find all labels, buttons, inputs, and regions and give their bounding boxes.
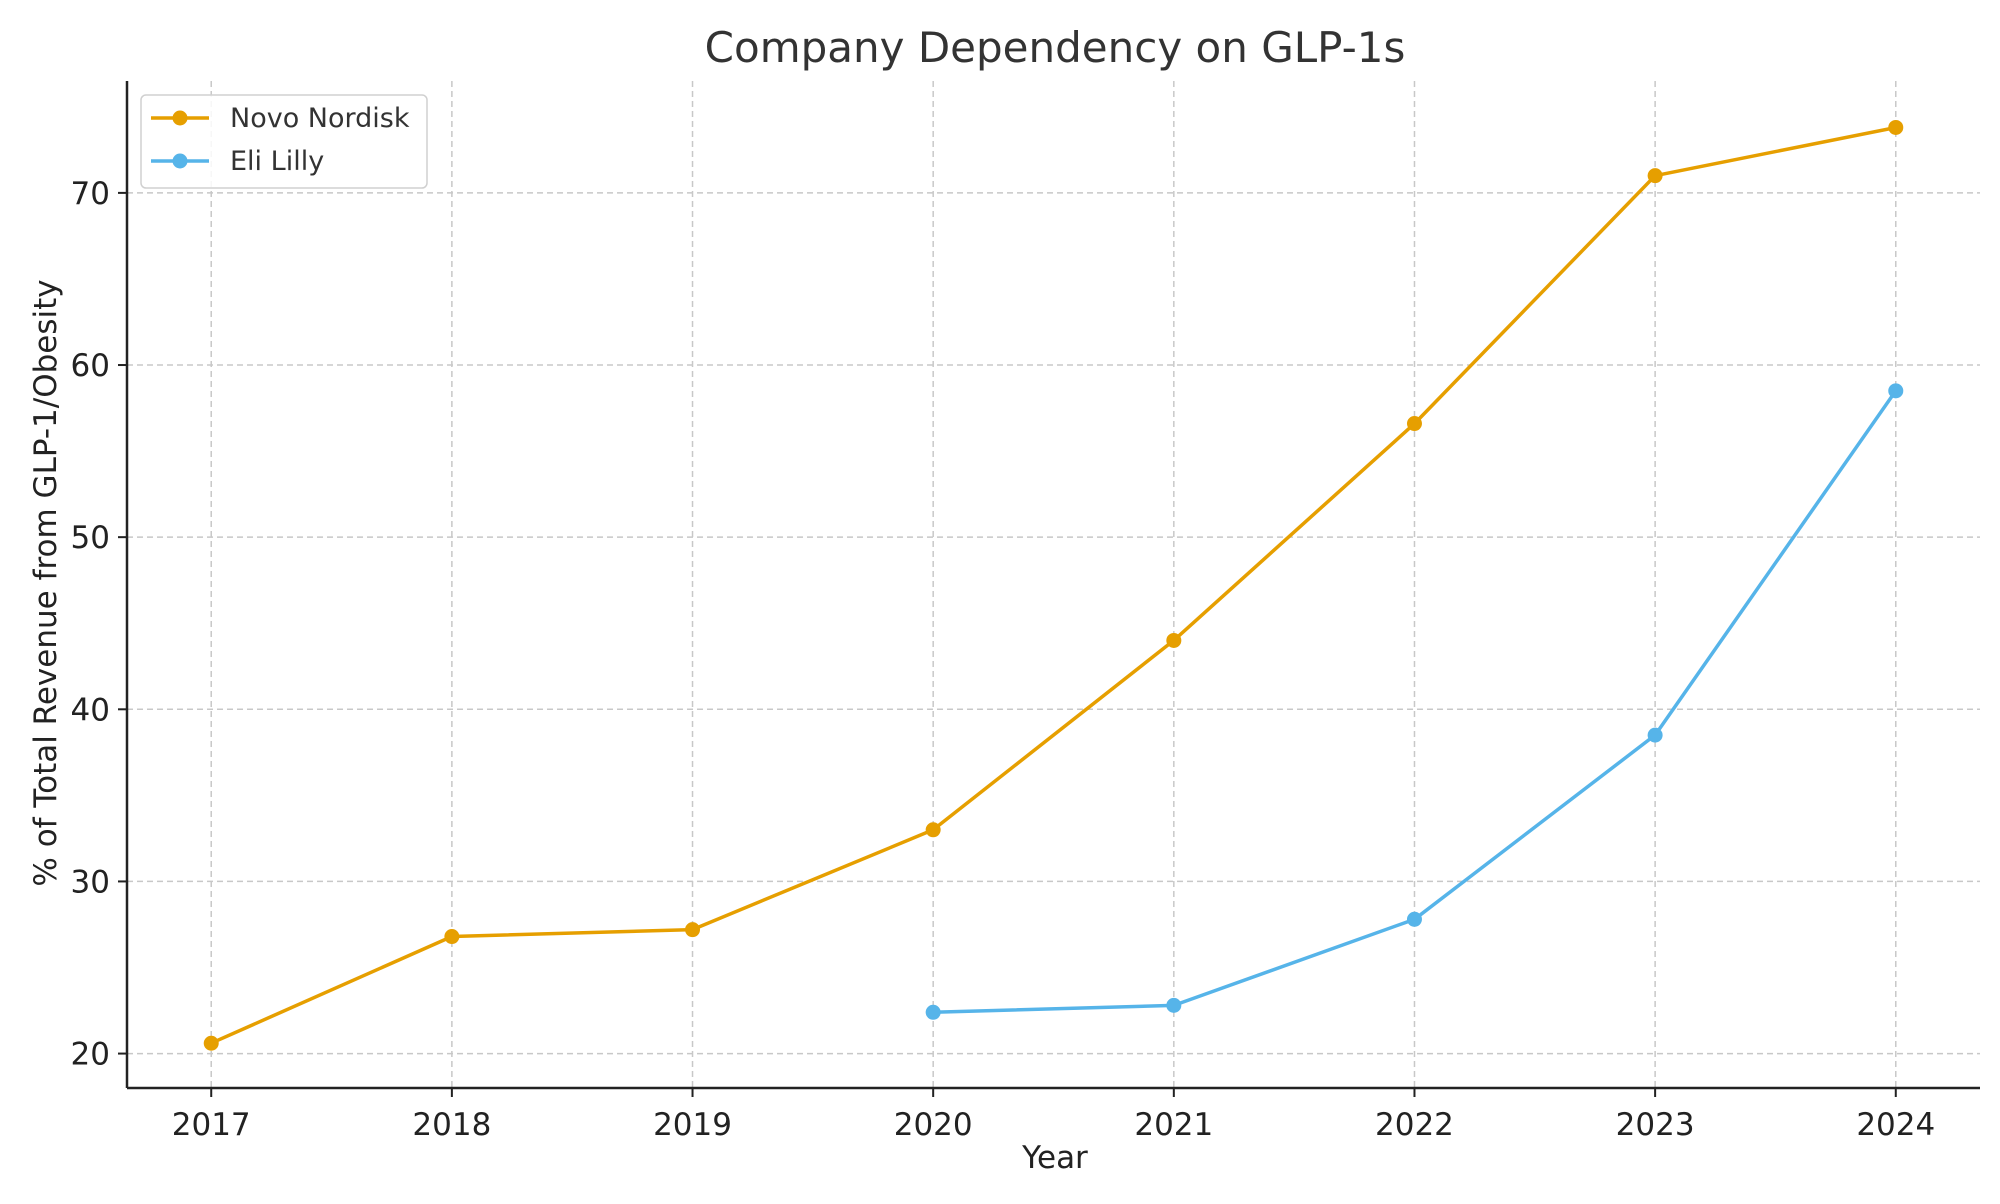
chart-title: Company Dependency on GLP-1s — [705, 23, 1406, 72]
x-axis-label: Year — [1021, 1140, 1088, 1176]
axes-layer: 2017 2018 2019 2020 2021 2022 2023 2024 20 30 40 50… — [71, 81, 1980, 1143]
data-point-novo-nordisk-2023 — [1647, 168, 1663, 184]
x-tick-label: 2018 — [412, 1107, 491, 1143]
y-tick-label: 70 — [71, 176, 110, 212]
data-point-novo-nordisk-2020 — [925, 822, 941, 838]
data-point-novo-nordisk-2019 — [685, 922, 701, 938]
data-point-eli-lilly-2020 — [925, 1004, 941, 1020]
x-tick-label: 2024 — [1856, 1107, 1935, 1143]
legend-label-novo-nordisk: Novo Nordisk — [230, 103, 410, 134]
legend-marker-eli-lilly — [172, 153, 188, 169]
data-point-eli-lilly-2023 — [1647, 727, 1663, 743]
x-tick-label: 2022 — [1375, 1107, 1454, 1143]
data-point-novo-nordisk-2017 — [203, 1035, 219, 1051]
x-tick-label: 2019 — [653, 1107, 732, 1143]
x-tick-label: 2021 — [1134, 1107, 1213, 1143]
y-tick-label: 60 — [71, 348, 110, 384]
data-point-novo-nordisk-2018 — [444, 929, 460, 945]
legend: Novo Nordisk Eli Lilly — [140, 94, 428, 189]
x-tick-label: 2020 — [894, 1107, 973, 1143]
y-tick-label: 30 — [71, 864, 110, 900]
x-tick-label: 2017 — [172, 1107, 251, 1143]
x-tick-label: 2023 — [1616, 1107, 1695, 1143]
y-tick-label: 40 — [71, 692, 110, 728]
data-point-novo-nordisk-2021 — [1166, 632, 1182, 648]
y-tick-label: 50 — [71, 520, 110, 556]
data-point-eli-lilly-2024 — [1888, 383, 1904, 399]
legend-box — [140, 94, 428, 189]
y-axis-label: % of Total Revenue from GLP-1/Obesity — [28, 279, 64, 886]
data-point-novo-nordisk-2022 — [1406, 416, 1422, 432]
data-point-eli-lilly-2021 — [1166, 997, 1182, 1013]
series-line-novo-nordisk — [210, 125, 1897, 1045]
series-layer — [203, 119, 1904, 1051]
data-point-eli-lilly-2022 — [1406, 911, 1422, 927]
y-tick-label: 20 — [71, 1037, 110, 1073]
legend-label-eli-lilly: Eli Lilly — [230, 146, 324, 177]
data-point-novo-nordisk-2024 — [1888, 119, 1904, 135]
legend-marker-novo-nordisk — [172, 110, 188, 126]
